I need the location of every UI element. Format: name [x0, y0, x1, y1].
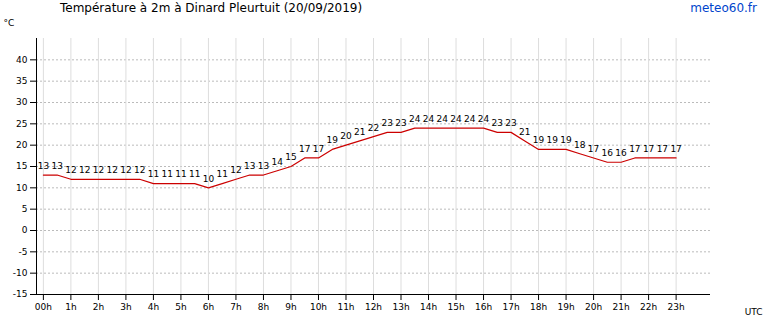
svg-text:23: 23: [492, 118, 503, 128]
svg-text:24: 24: [437, 114, 449, 124]
svg-text:19: 19: [327, 135, 339, 145]
html-text:Température à 2m à Dinard Pleu: Température à 2m à Dinard Pleurtuit (20/…: [60, 1, 363, 15]
svg-text:12: 12: [230, 165, 241, 175]
svg-text:22h: 22h: [640, 302, 657, 312]
svg-text:24: 24: [464, 114, 476, 124]
svg-text:12: 12: [134, 165, 145, 175]
svg-text:24: 24: [478, 114, 490, 124]
svg-text:°C: °C: [4, 18, 15, 28]
svg-text:16: 16: [602, 148, 614, 158]
svg-text:4h: 4h: [148, 302, 159, 312]
svg-text:11: 11: [189, 169, 200, 179]
svg-text:17: 17: [657, 144, 668, 154]
svg-text:17h: 17h: [502, 302, 519, 312]
svg-text:20h: 20h: [585, 302, 602, 312]
svg-text:11h: 11h: [337, 302, 354, 312]
svg-text:23: 23: [382, 118, 393, 128]
svg-text:2h: 2h: [93, 302, 104, 312]
svg-text:13: 13: [51, 161, 62, 171]
svg-text:30: 30: [16, 97, 28, 107]
svg-text:13: 13: [244, 161, 255, 171]
svg-text:11: 11: [216, 169, 227, 179]
svg-text:17: 17: [670, 144, 681, 154]
svg-text:17: 17: [629, 144, 640, 154]
svg-text:17: 17: [643, 144, 654, 154]
svg-text:0: 0: [22, 225, 28, 235]
svg-text:24: 24: [423, 114, 435, 124]
svg-text:14: 14: [271, 157, 283, 167]
svg-text:-15: -15: [13, 289, 28, 299]
svg-text:13: 13: [38, 161, 49, 171]
svg-text:20: 20: [16, 140, 28, 150]
svg-text:00h: 00h: [35, 302, 52, 312]
svg-text:25: 25: [16, 119, 27, 129]
svg-text:23: 23: [505, 118, 516, 128]
svg-text:-10: -10: [13, 268, 28, 278]
svg-text:10: 10: [203, 174, 215, 184]
svg-text:12: 12: [79, 165, 90, 175]
svg-text:19: 19: [533, 135, 545, 145]
svg-text:3h: 3h: [120, 302, 131, 312]
svg-text:6h: 6h: [203, 302, 214, 312]
svg-text:17: 17: [299, 144, 310, 154]
svg-text:21: 21: [354, 127, 365, 137]
svg-text:5: 5: [22, 204, 28, 214]
svg-text:13: 13: [258, 161, 269, 171]
svg-text:40: 40: [16, 55, 28, 65]
svg-text:11: 11: [148, 169, 159, 179]
svg-text:UTC: UTC: [745, 307, 763, 317]
svg-text:21h: 21h: [613, 302, 630, 312]
svg-text:11: 11: [175, 169, 186, 179]
svg-text:15: 15: [16, 161, 27, 171]
svg-text:24: 24: [450, 114, 462, 124]
svg-text:16: 16: [615, 148, 627, 158]
svg-text:16h: 16h: [475, 302, 492, 312]
svg-text:1h: 1h: [65, 302, 76, 312]
svg-text:10: 10: [16, 183, 28, 193]
svg-text:12h: 12h: [365, 302, 382, 312]
svg-text:8h: 8h: [258, 302, 269, 312]
svg-text:5h: 5h: [175, 302, 186, 312]
svg-text:18h: 18h: [530, 302, 547, 312]
svg-text:22: 22: [368, 123, 379, 133]
svg-text:20: 20: [340, 131, 352, 141]
svg-text:35: 35: [16, 76, 27, 86]
html-text:meteo60.fr: meteo60.fr: [690, 1, 757, 15]
svg-text:12: 12: [65, 165, 76, 175]
svg-text:19: 19: [560, 135, 572, 145]
svg-text:15: 15: [285, 152, 296, 162]
svg-text:10h: 10h: [310, 302, 327, 312]
svg-text:12: 12: [106, 165, 117, 175]
svg-text:21: 21: [519, 127, 530, 137]
svg-text:15h: 15h: [447, 302, 464, 312]
svg-text:12: 12: [93, 165, 104, 175]
svg-text:23h: 23h: [668, 302, 685, 312]
svg-text:18: 18: [574, 140, 586, 150]
svg-text:23: 23: [395, 118, 406, 128]
svg-text:13h: 13h: [392, 302, 409, 312]
svg-text:17: 17: [588, 144, 599, 154]
svg-text:19h: 19h: [557, 302, 574, 312]
svg-text:14h: 14h: [420, 302, 437, 312]
svg-text:12: 12: [120, 165, 131, 175]
svg-text:7h: 7h: [230, 302, 241, 312]
svg-text:9h: 9h: [285, 302, 296, 312]
svg-text:19: 19: [547, 135, 559, 145]
svg-text:11: 11: [161, 169, 172, 179]
svg-text:-5: -5: [19, 247, 28, 257]
svg-text:24: 24: [409, 114, 421, 124]
svg-text:17: 17: [313, 144, 324, 154]
